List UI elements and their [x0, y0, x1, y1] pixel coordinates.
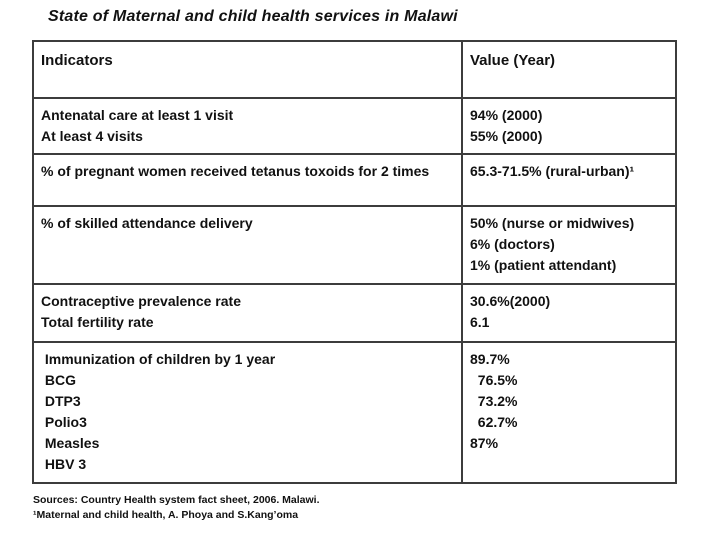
- value-cell: 30.6%(2000) 6.1: [461, 283, 677, 343]
- table-row-contraceptive-fertility: Contraceptive prevalence rate Total fert…: [32, 283, 677, 343]
- indicator-cell: Antenatal care at least 1 visit At least…: [32, 97, 463, 155]
- table-row-antenatal-care: Antenatal care at least 1 visit At least…: [32, 97, 677, 155]
- indicator-cell: Contraceptive prevalence rate Total fert…: [32, 283, 463, 343]
- column-header-value-year: Value (Year): [461, 40, 677, 99]
- indicator-cell: Immunization of children by 1 year BCG D…: [32, 341, 463, 484]
- value-cell: 89.7% 76.5% 73.2% 62.7% 87%: [461, 341, 677, 484]
- footer-sources-line: Sources: Country Health system fact shee…: [33, 494, 320, 506]
- table-row-tetanus-toxoids: % of pregnant women received tetanus tox…: [32, 153, 677, 207]
- value-cell: 65.3-71.5% (rural-urban)¹: [461, 153, 677, 207]
- footer-reference-line: ¹Maternal and child health, A. Phoya and…: [33, 509, 299, 521]
- indicator-cell: % of skilled attendance delivery: [32, 205, 463, 285]
- indicator-cell: % of pregnant women received tetanus tox…: [32, 153, 463, 207]
- value-cell: 94% (2000) 55% (2000): [461, 97, 677, 155]
- footer: Sources: Country Health system fact shee…: [33, 493, 320, 523]
- indicators-table: Indicators Value (Year) Antenatal care a…: [32, 40, 677, 484]
- page-title: State of Maternal and child health servi…: [48, 8, 458, 25]
- table-header-row: Indicators Value (Year): [32, 40, 677, 99]
- column-header-indicators: Indicators: [32, 40, 463, 99]
- table-row-immunization: Immunization of children by 1 year BCG D…: [32, 341, 677, 484]
- table-row-skilled-attendance: % of skilled attendance delivery 50% (nu…: [32, 205, 677, 285]
- value-cell: 50% (nurse or midwives) 6% (doctors) 1% …: [461, 205, 677, 285]
